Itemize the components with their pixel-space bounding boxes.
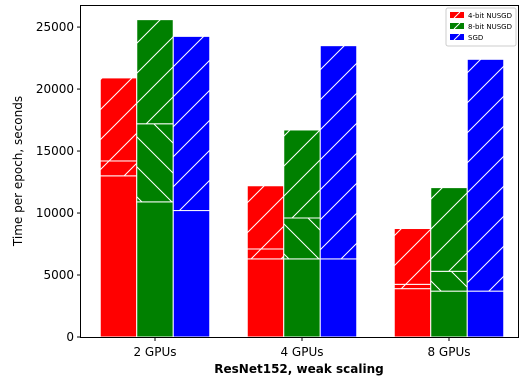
bar-segment (430, 291, 468, 337)
bar-segment (100, 175, 137, 337)
y-tick-label: 0 (66, 330, 74, 344)
bar-hatch (394, 228, 431, 285)
y-tick-label: 10000 (36, 206, 74, 220)
x-tick-label: 8 GPUs (427, 345, 470, 359)
bar-segment (467, 291, 504, 337)
x-axis-title: ResNet152, weak scaling (214, 362, 383, 376)
legend: 4-bit NUSGD 8-bit NUSGD SGD (445, 7, 517, 47)
bar-hatch (320, 45, 357, 259)
bar-hatch (430, 187, 468, 272)
bar-hatch (467, 59, 504, 292)
bar-segment (283, 258, 321, 337)
bar-outline (466, 58, 505, 292)
legend-label: 8-bit NUSGD (468, 23, 512, 31)
bar-segment (394, 288, 431, 337)
legend-label: SGD (468, 34, 483, 42)
legend-label: 4-bit NUSGD (468, 12, 512, 20)
bar-hatch (283, 129, 321, 218)
y-tick-label: 25000 (36, 20, 74, 34)
y-tick-label: 20000 (36, 82, 74, 96)
y-ticks: 0 5000 10000 15000 20000 25000 (36, 20, 81, 344)
legend-swatch-hatch (453, 33, 461, 41)
y-tick-label: 15000 (36, 144, 74, 158)
bar-segment (247, 258, 284, 337)
x-ticks: 2 GPUs 4 GPUs 8 GPUs (133, 337, 471, 359)
bar-hatch (136, 123, 174, 202)
bars-layer (99, 19, 505, 338)
x-tick-label: 2 GPUs (133, 345, 176, 359)
bar-segment (320, 258, 357, 337)
y-axis-title: Time per epoch, seconds (11, 96, 25, 247)
bar-hatch (173, 36, 210, 211)
bar-outline (319, 45, 358, 260)
bar-hatch (247, 248, 284, 259)
bar-hatch (100, 160, 137, 176)
bar-hatch (100, 77, 137, 161)
legend-swatch-hatch (453, 22, 461, 30)
bar-hatch (430, 271, 468, 292)
bar-hatch (283, 217, 321, 259)
bar-segment (173, 210, 210, 337)
bar-hatch (136, 19, 174, 124)
bar-segment (136, 201, 174, 337)
bar-hatch (394, 284, 431, 289)
bar-hatch (247, 185, 284, 249)
y-tick-label: 5000 (43, 268, 74, 282)
bar-outline (172, 35, 211, 212)
x-tick-label: 4 GPUs (280, 345, 323, 359)
legend-swatch-hatch (453, 11, 461, 19)
